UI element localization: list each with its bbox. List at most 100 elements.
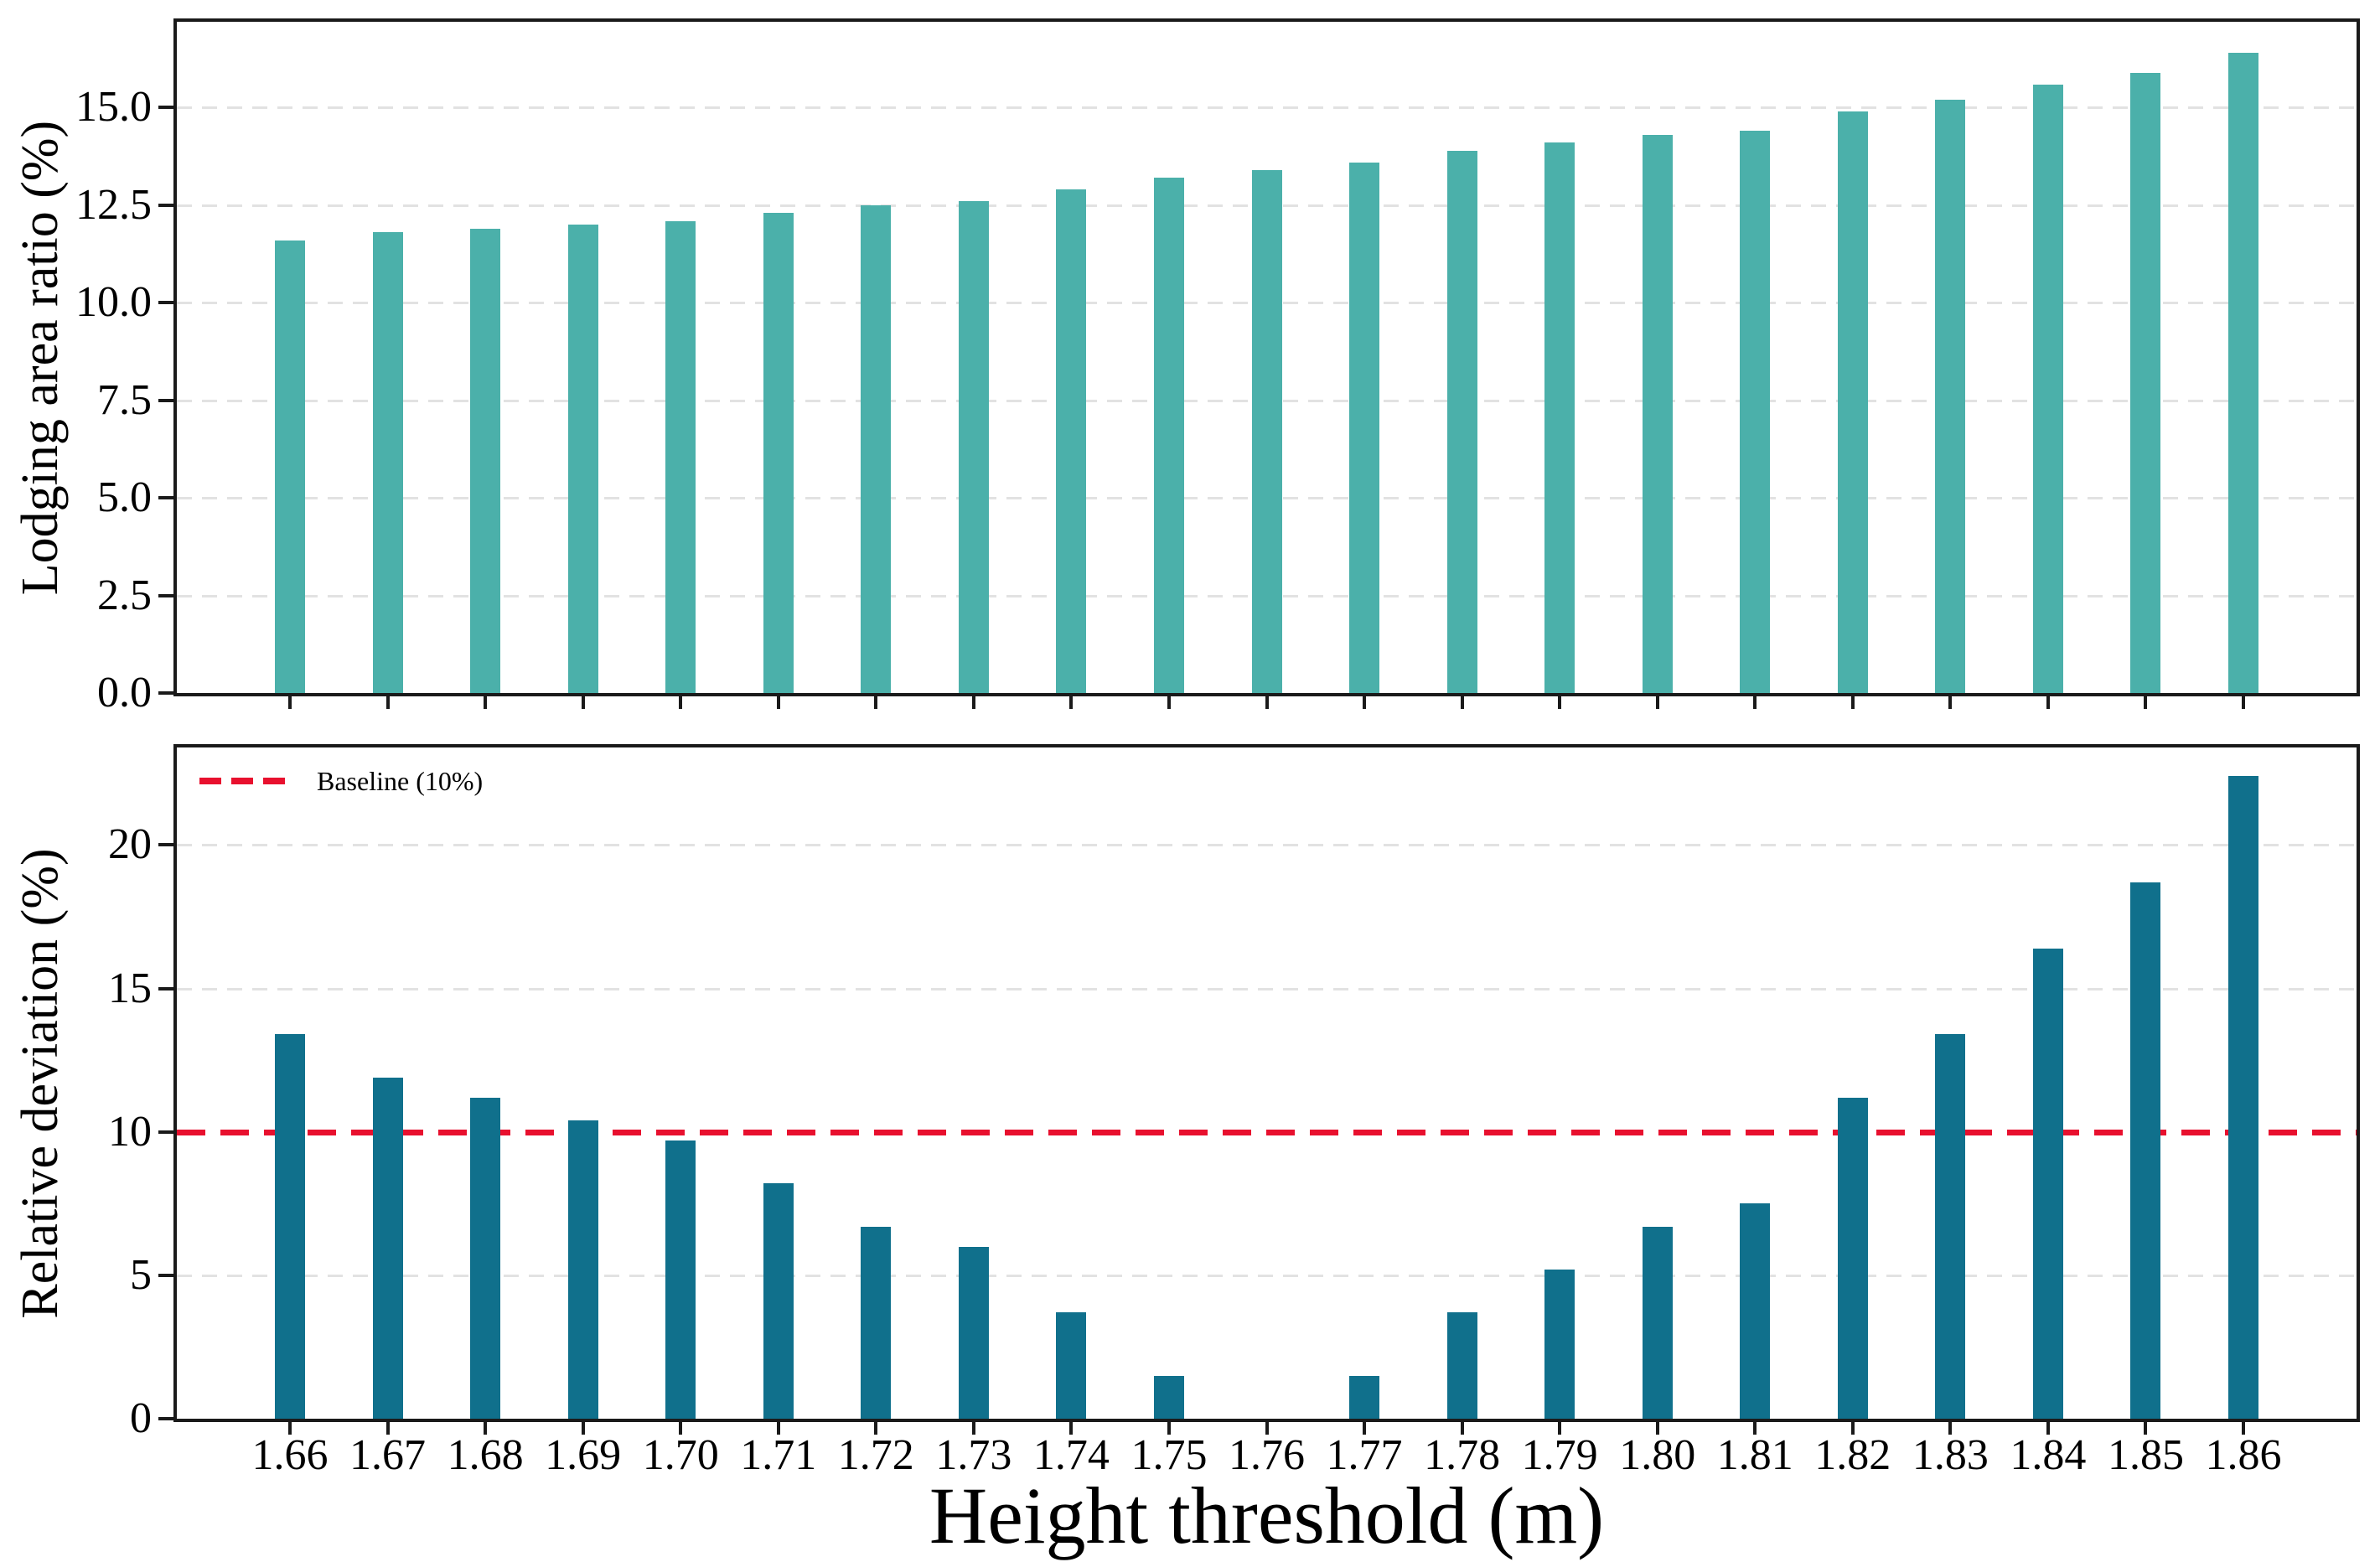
x-tick-mark <box>288 1422 292 1435</box>
x-tick-label: 1.82 <box>1814 1431 1891 1479</box>
bar-1.80 <box>1642 135 1673 693</box>
y-tick-mark <box>158 398 173 402</box>
x-tick-label: 1.81 <box>1716 1431 1793 1479</box>
bar-1.74 <box>1056 1312 1087 1419</box>
baseline-dashed-line <box>177 1129 2357 1135</box>
bar-1.79 <box>1544 142 1575 693</box>
x-tick-label: 1.85 <box>2107 1431 2184 1479</box>
x-tick-mark <box>874 1422 878 1435</box>
x-tick-mark <box>288 696 292 709</box>
bar-1.82 <box>1837 1097 1868 1419</box>
x-tick-label: 1.86 <box>2205 1431 2282 1479</box>
bar-1.76 <box>1251 169 1282 693</box>
x-tick-mark <box>1655 1422 1659 1435</box>
bar-1.80 <box>1642 1226 1673 1419</box>
gridline-y-15.0 <box>177 106 2357 110</box>
x-tick-mark <box>1265 1422 1269 1435</box>
bar-1.72 <box>861 204 892 693</box>
x-tick-mark <box>1655 696 1659 709</box>
x-tick-mark <box>1460 696 1464 709</box>
bar-1.78 <box>1446 150 1477 693</box>
bar-1.84 <box>2032 948 2063 1419</box>
x-tick-label: 1.66 <box>251 1431 329 1479</box>
gridline-y-15 <box>177 987 2357 990</box>
x-tick-mark <box>385 1422 390 1435</box>
y-tick-label: 7.5 <box>97 375 152 424</box>
x-tick-mark <box>484 1422 488 1435</box>
x-tick-label: 1.80 <box>1619 1431 1696 1479</box>
bar-1.86 <box>2228 53 2258 693</box>
x-tick-label: 1.77 <box>1326 1431 1403 1479</box>
x-tick-label: 1.79 <box>1521 1431 1598 1479</box>
bar-1.66 <box>275 1034 305 1419</box>
x-tick-mark <box>1363 1422 1367 1435</box>
x-tick-label: 1.75 <box>1130 1431 1208 1479</box>
bar-1.77 <box>1349 162 1380 693</box>
y-tick-mark <box>158 203 173 207</box>
x-tick-mark <box>1167 696 1171 709</box>
bar-1.67 <box>372 232 403 693</box>
x-tick-label: 1.69 <box>545 1431 622 1479</box>
y-tick-label: 20 <box>108 820 152 869</box>
x-tick-label: 1.67 <box>349 1431 427 1479</box>
x-tick-mark <box>1460 1422 1464 1435</box>
x-tick-mark <box>385 696 390 709</box>
y-tick-mark <box>158 1417 173 1420</box>
y-tick-mark <box>158 843 173 847</box>
x-tick-mark <box>971 696 975 709</box>
y-tick-mark <box>158 301 173 305</box>
y-tick-label: 15.0 <box>75 83 152 132</box>
y-tick-label: 5.0 <box>97 473 152 522</box>
bar-1.82 <box>1837 111 1868 693</box>
x-tick-label: 1.78 <box>1424 1431 1501 1479</box>
bar-1.69 <box>567 1120 598 1419</box>
x-tick-mark <box>1753 696 1757 709</box>
bar-1.83 <box>1935 100 1966 693</box>
x-tick-mark <box>484 696 488 709</box>
bar-1.78 <box>1446 1312 1477 1419</box>
y-tick-label: 0 <box>130 1394 152 1442</box>
x-tick-label: 1.84 <box>2010 1431 2087 1479</box>
x-tick-mark <box>2242 696 2245 709</box>
bar-1.81 <box>1740 131 1771 693</box>
gridline-y-5 <box>177 1274 2357 1277</box>
y-tick-mark <box>158 1273 173 1277</box>
x-tick-mark <box>1069 1422 1074 1435</box>
x-tick-mark <box>1558 696 1562 709</box>
y-tick-label: 12.5 <box>75 180 152 229</box>
bottom-panel-relative-deviation: Baseline (10%) 0 5 10 15 20 1.66 1.67 1.68 1.69 1… <box>108 744 2360 1479</box>
x-tick-mark <box>581 696 585 709</box>
x-tick-mark <box>2242 1422 2245 1435</box>
bar-1.73 <box>958 201 989 693</box>
y-tick-label: 0.0 <box>97 669 152 716</box>
bar-1.72 <box>861 1226 892 1419</box>
y-tick-mark <box>158 691 173 695</box>
x-tick-mark <box>874 696 878 709</box>
x-tick-mark <box>1948 696 1953 709</box>
x-tick-mark <box>1948 1422 1953 1435</box>
legend: Baseline (10%) <box>199 759 483 803</box>
bar-1.70 <box>665 220 696 693</box>
bar-1.85 <box>2130 72 2161 693</box>
x-tick-mark <box>1363 696 1367 709</box>
bar-1.83 <box>1935 1034 1966 1419</box>
x-tick-label: 1.76 <box>1229 1431 1305 1479</box>
x-tick-label: 1.68 <box>447 1431 524 1479</box>
bar-1.71 <box>763 1183 794 1419</box>
bar-1.71 <box>763 213 794 693</box>
x-tick-label: 1.74 <box>1032 1431 1110 1479</box>
bar-1.85 <box>2130 882 2161 1419</box>
bar-1.67 <box>372 1077 403 1419</box>
x-tick-label: 1.72 <box>837 1431 914 1479</box>
bar-1.79 <box>1544 1270 1575 1419</box>
x-tick-mark <box>1850 1422 1855 1435</box>
bar-1.69 <box>567 225 598 693</box>
y-tick-mark <box>158 106 173 110</box>
bar-1.73 <box>958 1246 989 1419</box>
x-tick-mark <box>1753 1422 1757 1435</box>
x-tick-label: 1.83 <box>1912 1431 1989 1479</box>
y-tick-label: 15 <box>108 964 152 1012</box>
y-tick-mark <box>158 496 173 500</box>
bar-1.68 <box>470 228 501 693</box>
bar-1.75 <box>1153 1375 1184 1419</box>
